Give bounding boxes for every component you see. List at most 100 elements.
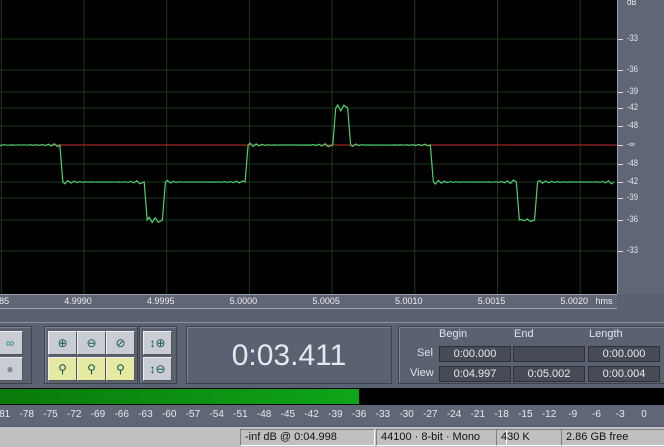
meter-tick-label: -3	[615, 409, 625, 420]
waveform-svg	[0, 0, 617, 294]
db-tick-label: -48	[627, 158, 639, 168]
db-tick-label: -36	[627, 214, 639, 224]
record-button[interactable]: ●	[0, 357, 23, 381]
sel-label: Sel	[417, 347, 433, 359]
meter-tick-label: -27	[423, 409, 438, 420]
level-meter	[0, 388, 664, 405]
time-tick-label: 5.0015	[477, 296, 506, 306]
vertical-zoom-in-button[interactable]: ↕⊕	[143, 331, 172, 355]
db-tick-label: -36	[627, 64, 639, 74]
meter-tick-label: 0	[641, 409, 647, 420]
loop-button[interactable]: ∞	[0, 331, 23, 355]
sel-length-field[interactable]: 0:00.000	[588, 346, 660, 362]
zoom-right-icon: ⚲	[87, 362, 96, 376]
hms-unit-label: hms	[595, 296, 613, 306]
meter-tick-label: -72	[66, 409, 82, 420]
record-icon: ●	[6, 362, 14, 376]
time-tick-label: 4.9995	[146, 296, 175, 306]
db-tick-label: -39	[627, 192, 639, 202]
db-tick	[618, 251, 623, 252]
db-tick	[618, 145, 623, 146]
time-tick-label: 4.9990	[64, 296, 92, 306]
meter-tick-label: -21	[470, 409, 486, 420]
meter-tick-label: -57	[185, 409, 201, 420]
zoom-out-icon: ⊖	[86, 336, 97, 350]
db-tick	[618, 92, 623, 93]
meter-tick-label: -42	[304, 409, 319, 420]
db-tick	[618, 198, 623, 199]
control-panel: ∞ ● ⊕ ⊖ ⊘ ⚲ ⚲ ⚲ ↕⊕ ↕⊖ 0:03.411 Begin End…	[0, 322, 664, 387]
zoom-right-button[interactable]: ⚲	[77, 357, 106, 381]
meter-tick-label: -18	[494, 409, 509, 420]
time-tick-label: 5.0010	[395, 296, 423, 306]
db-tick	[618, 220, 623, 221]
view-begin-field[interactable]: 0:04.997	[439, 366, 511, 382]
db-tick	[618, 108, 623, 109]
time-tick-label: 5.0000	[229, 296, 258, 306]
view-label: View	[410, 367, 434, 379]
status-size: 430 K	[496, 429, 562, 446]
db-tick-label: -48	[627, 120, 639, 130]
meter-tick-label: -66	[114, 409, 129, 420]
meter-tick-label: -63	[138, 409, 153, 420]
meter-tick-label: -36	[351, 409, 367, 420]
meter-tick-label: -6	[592, 409, 601, 420]
status-free-space: 2.86 GB free	[561, 429, 664, 446]
meter-tick-label: -75	[43, 409, 58, 420]
begin-header: Begin	[439, 328, 468, 340]
meter-tick-label: -54	[209, 409, 224, 420]
zoom-in-button[interactable]: ⊕	[48, 331, 77, 355]
meter-tick-label: -9	[568, 409, 578, 420]
db-tick	[618, 164, 623, 165]
vertical-zoom-out-button[interactable]: ↕⊖	[143, 357, 172, 381]
zoom-full-icon: ⊘	[115, 336, 126, 350]
loop-icon: ∞	[5, 336, 15, 350]
zoom-group: ⊕ ⊖ ⊘ ⚲ ⚲ ⚲	[44, 326, 138, 384]
transport-group: ∞ ●	[0, 326, 32, 384]
sel-end-field[interactable]	[513, 346, 585, 362]
meter-tick-label: -33	[375, 409, 391, 420]
meter-tick-label: -48	[256, 409, 272, 420]
meter-tick-label: -24	[446, 409, 462, 420]
level-meter-fill	[0, 389, 360, 404]
length-header: Length	[589, 328, 623, 340]
db-tick-label: -39	[627, 86, 639, 96]
status-format: 44100 · 8-bit · Mono	[376, 429, 507, 446]
zoom-full-button[interactable]: ⊘	[106, 331, 135, 355]
db-tick	[618, 70, 623, 71]
vertical-zoom-group: ↕⊕ ↕⊖	[139, 326, 177, 384]
db-tick-label: -42	[627, 176, 639, 186]
db-tick	[618, 126, 623, 127]
time-ruler[interactable]: hms 4.9985 4.9990 4.9995 5.0000 5.0005 5.0010…	[0, 294, 617, 309]
db-unit-label: dB	[627, 0, 637, 7]
time-tick-label: 5.0020	[560, 296, 588, 306]
time-display: 0:03.411	[186, 326, 392, 384]
db-tick-label: -33	[627, 33, 639, 43]
meter-tick-label: -39	[328, 409, 343, 420]
meter-tick-label: -12	[541, 409, 557, 420]
zoom-selection-button[interactable]: ⚲	[106, 357, 135, 381]
meter-tick-label: -15	[518, 409, 533, 420]
zoom-left-button[interactable]: ⚲	[48, 357, 77, 381]
zoom-selection-icon: ⚲	[116, 362, 125, 376]
db-tick-label: -33	[627, 245, 639, 255]
vertical-zoom-in-icon: ↕⊕	[149, 336, 166, 350]
waveform-display[interactable]	[0, 0, 617, 294]
end-header: End	[514, 328, 534, 340]
view-end-field[interactable]: 0:05.002	[513, 366, 585, 382]
zoom-out-button[interactable]: ⊖	[77, 331, 106, 355]
time-tick-label: 4.9985	[0, 296, 10, 306]
sel-begin-field[interactable]: 0:00.000	[439, 346, 511, 362]
db-tick-label: -42	[627, 102, 639, 112]
meter-tick-label: -30	[399, 409, 414, 420]
zoom-in-icon: ⊕	[57, 336, 68, 350]
meter-tick-label: -81	[0, 409, 11, 420]
vertical-zoom-out-icon: ↕⊖	[149, 362, 166, 376]
meter-tick-label: -45	[280, 409, 296, 420]
zoom-left-icon: ⚲	[58, 362, 67, 376]
waveform-line	[0, 103, 615, 224]
db-ruler: dB -33 -36 -39 -42 -48 -∞ -48 -42 -39 -36 -33	[617, 0, 664, 294]
view-length-field[interactable]: 0:00.004	[588, 366, 660, 382]
meter-tick-label: -51	[233, 409, 248, 420]
meter-tick-label: -78	[19, 409, 34, 420]
